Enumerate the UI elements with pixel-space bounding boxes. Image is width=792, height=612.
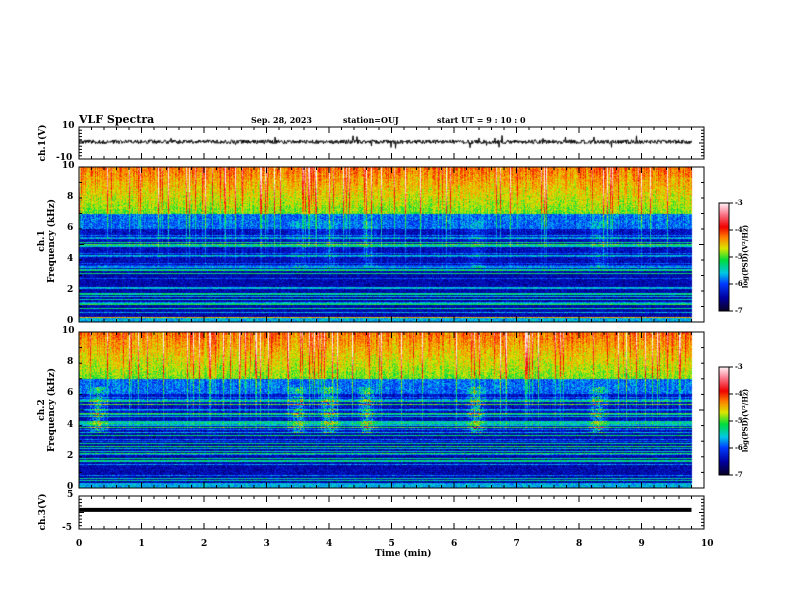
x-tick-label: 2	[201, 539, 208, 549]
y-tick-label: -5	[62, 523, 72, 533]
x-tick-label: 6	[451, 539, 458, 549]
y-tick-label: 2	[67, 450, 74, 461]
y-tick-label: 5	[67, 490, 74, 500]
colorbar-tick-label: -4	[735, 225, 743, 234]
colorbar-tick-label: -7	[735, 470, 743, 479]
x-tick-label: 9	[638, 539, 645, 549]
colorbar-tick-label: -5	[735, 416, 743, 425]
ch1-spectrogram-plot	[79, 167, 704, 322]
ch1-colorbar-frame	[718, 202, 730, 312]
x-tick-label: 4	[326, 539, 333, 549]
station-label: station=OUJ	[343, 115, 399, 125]
x-tick-label: 7	[513, 539, 520, 549]
x-tick-label: 8	[576, 539, 583, 549]
x-tick-label: 10	[701, 539, 714, 549]
ch2-colorbar	[719, 367, 729, 475]
y-tick-label: 6	[67, 388, 74, 399]
y-tick-label: 0	[67, 316, 74, 326]
x-axis-label: Time (min)	[375, 549, 432, 559]
figure-title: VLF Spectra	[79, 113, 155, 126]
y-tick-label: 2	[67, 285, 74, 295]
ch1-waveform-ylabel: ch.1(V)	[38, 124, 48, 162]
y-tick-label: 10	[62, 161, 75, 171]
colorbar-tick-label: -3	[735, 198, 743, 207]
ch2-spectrogram-ylabel-channel: ch.2	[37, 399, 47, 421]
ch2-spectrogram-plot	[79, 332, 704, 488]
x-tick-label: 5	[388, 539, 395, 549]
y-tick-label: 8	[67, 192, 74, 202]
ch1-spectrogram-ylabel-channel: ch.1	[37, 230, 47, 252]
y-tick-label: 4	[67, 254, 74, 264]
y-tick-label: 6	[67, 223, 74, 233]
ch1-spectrogram-ylabel-frequency: Frequency (kHz)	[47, 199, 57, 284]
colorbar-tick-label: -6	[735, 279, 743, 288]
ch2-colorbar-frame	[718, 366, 730, 476]
x-tick-label: 1	[138, 539, 145, 549]
ch1-spectrogram-frame	[78, 166, 705, 323]
ch2-spectrogram-ylabel-frequency: Frequency (kHz)	[47, 368, 57, 453]
start-time-label: start UT = 9 : 10 : 0	[437, 115, 526, 125]
colorbar-tick-label: -6	[735, 443, 743, 452]
date-label: Sep. 28, 2023	[251, 115, 312, 125]
ch1-colorbar	[719, 203, 729, 311]
y-tick-label: 0	[67, 482, 74, 492]
ch2-spectrogram-frame	[78, 331, 705, 489]
x-tick-label: 3	[263, 539, 270, 549]
y-tick-label: 8	[67, 357, 74, 368]
colorbar-tick-label: -5	[735, 252, 743, 261]
y-tick-label: 4	[67, 419, 74, 430]
colorbar-tick-label: -3	[735, 362, 743, 371]
colorbar-tick-label: -4	[735, 389, 743, 398]
colorbar-tick-label: -7	[735, 306, 743, 315]
y-tick-label: -10	[56, 153, 73, 163]
x-tick-label: 0	[76, 539, 83, 549]
y-tick-label: 10	[62, 326, 75, 336]
y-tick-label: 10	[62, 121, 75, 131]
ch3-waveform-ylabel: ch.3(V)	[38, 493, 48, 531]
